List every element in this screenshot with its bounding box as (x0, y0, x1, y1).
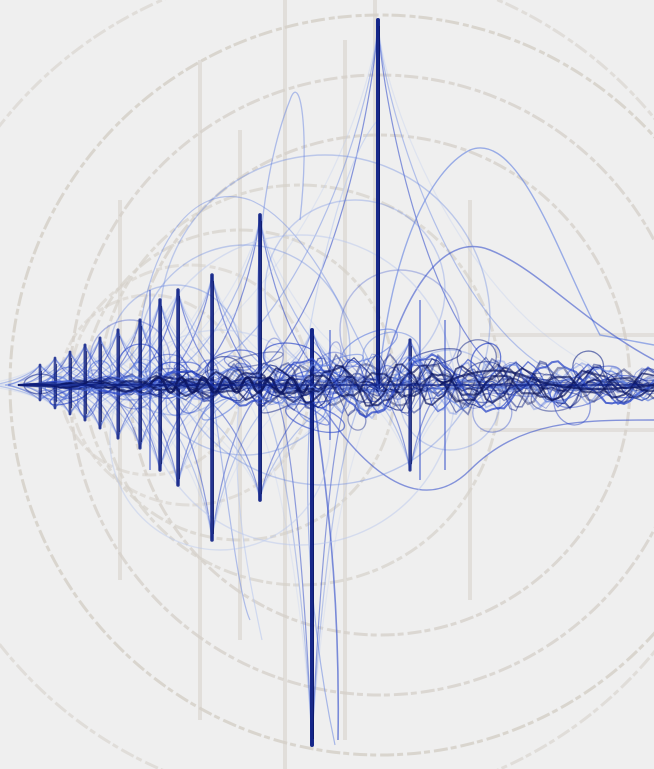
sweep-curve (311, 389, 340, 741)
axis-trace (17, 353, 654, 417)
sweep-curve (377, 245, 654, 391)
sweep-curve (256, 91, 305, 381)
axis-loop (470, 342, 502, 379)
sweep-curve (377, 147, 654, 391)
axis-trace (17, 373, 654, 399)
sweep-curve (236, 389, 263, 641)
sweep-curve (139, 196, 379, 381)
axis-loop (362, 331, 421, 376)
axis-loop (283, 397, 330, 426)
central-axis-traces (17, 351, 654, 420)
axis-loop (201, 396, 238, 421)
axis-loop (235, 362, 259, 379)
orbit-loop (339, 269, 461, 391)
axis-loop (327, 341, 342, 368)
axis-trace (17, 354, 654, 415)
axis-trace (17, 363, 654, 407)
axis-loop (456, 339, 497, 376)
orbit-loop (89, 319, 171, 401)
axis-loop (227, 351, 284, 369)
axis-trace (17, 356, 654, 413)
sweep-curve (311, 389, 654, 491)
sweep-curve (299, 119, 379, 391)
sweep-curve (211, 389, 251, 621)
right-tail (439, 369, 654, 391)
orbit-loop (399, 349, 501, 451)
